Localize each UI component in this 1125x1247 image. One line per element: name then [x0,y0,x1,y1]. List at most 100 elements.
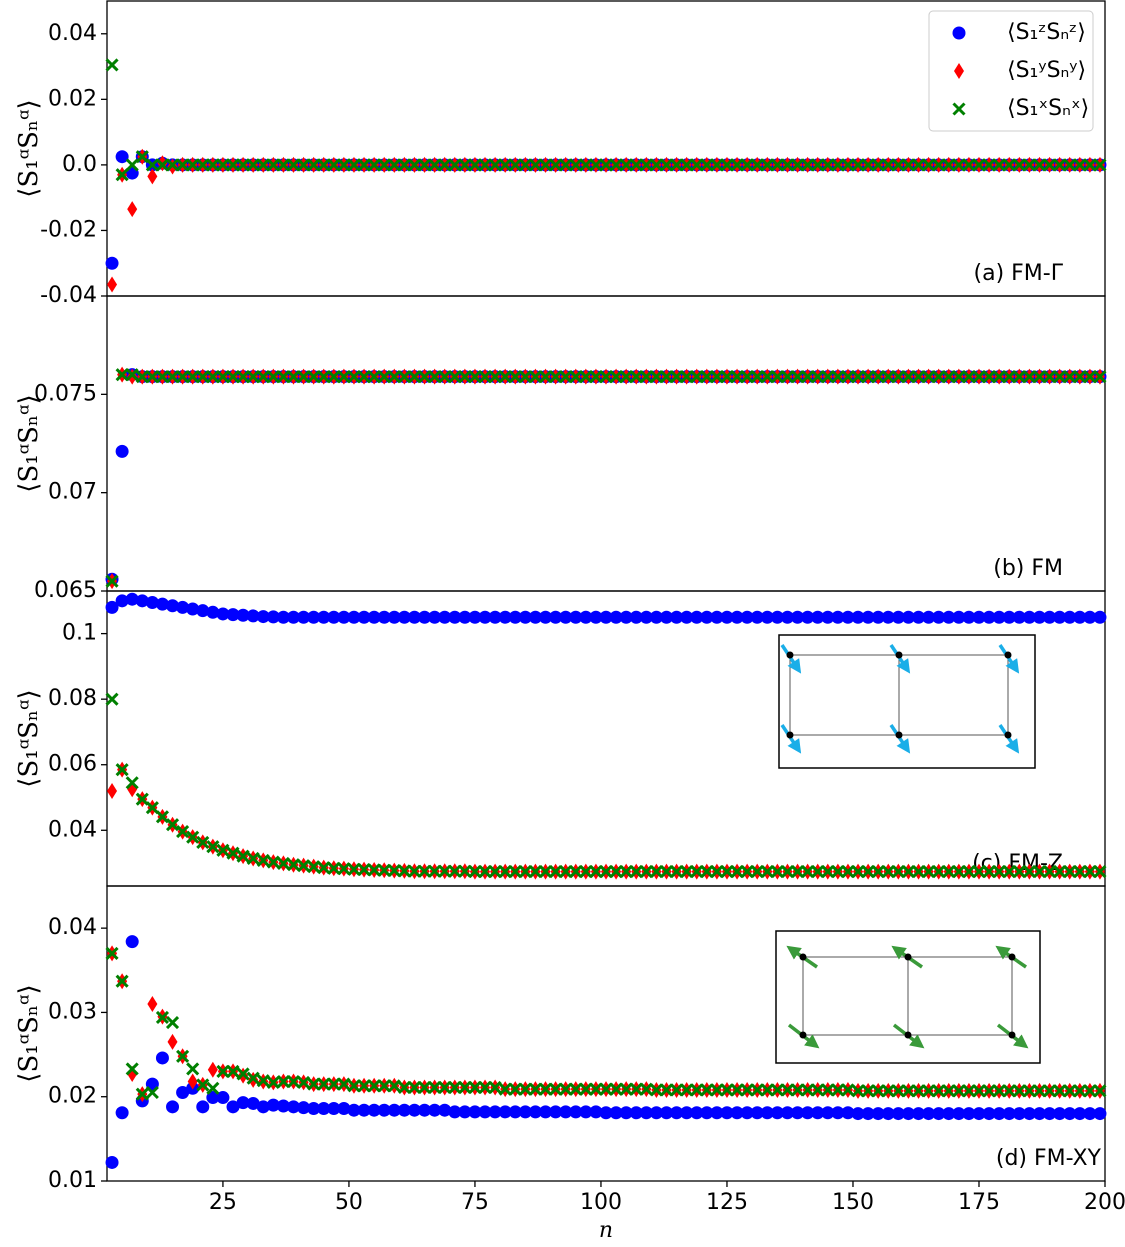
data-point [276,856,290,870]
data-point [690,1083,704,1097]
data-point [811,1106,825,1120]
y-tick-label: 0.08 [48,686,97,711]
plot-frame [106,885,1106,1182]
data-point [1083,610,1097,624]
x-tick-label: 50 [335,1190,363,1215]
data-point [428,864,442,878]
x-tick-label: 25 [209,1190,237,1215]
data-point [538,865,553,879]
data-point [659,610,673,624]
data-point [246,1096,260,1110]
data-point [377,1103,391,1117]
data-point [367,370,381,384]
data-point [165,370,180,384]
data-point [216,370,230,384]
data-point [670,865,684,879]
data-point [952,1107,966,1121]
data-point [831,1083,845,1097]
data-point [861,1084,875,1098]
data-point [811,158,825,172]
data-point [186,602,200,616]
data-point [518,865,532,879]
y-tick-label: 0.04 [48,915,97,940]
data-point [609,1082,623,1096]
data-point [367,1079,381,1093]
data-point [418,610,432,624]
data-point [992,1084,1006,1098]
data-point [387,864,401,878]
data-point [246,851,260,866]
data-point [891,610,905,624]
data-point [377,863,391,877]
data-point [549,370,563,384]
data-point [559,1082,573,1096]
data-point [619,865,633,879]
data-point [619,158,633,172]
data-point [992,1107,1006,1121]
data-point [246,1071,260,1085]
data-point [216,1064,230,1078]
data-point [357,370,371,384]
data-point [105,600,119,614]
data-point [397,1080,411,1095]
data-point [730,1083,744,1097]
data-point [831,158,845,172]
data-point [417,864,432,878]
data-point [659,1083,674,1097]
y-tick-label: 0.04 [48,21,97,46]
data-point [740,158,754,172]
data-point [821,610,835,624]
data-point [629,158,643,172]
data-point [147,168,158,185]
data-point [841,1106,855,1120]
data-point [488,370,502,384]
data-point [1012,370,1026,384]
data-point [559,158,573,172]
data-point [982,610,996,624]
data-point [589,1082,603,1096]
data-point [428,158,442,172]
data-point [256,370,270,384]
data-point [498,158,512,172]
data-point [407,1103,421,1117]
data-point [155,158,170,172]
data-point [579,865,593,879]
data-point [780,1083,795,1097]
data-point [770,865,784,879]
data-point [952,865,966,879]
data-point [619,370,633,384]
data-point [105,692,119,706]
data-point [145,1085,159,1100]
data-point [105,946,119,960]
data-point [196,158,210,172]
data-point [609,610,623,624]
data-point [1012,865,1026,879]
data-point [821,1083,835,1097]
data-point [871,865,885,879]
data-point [1073,610,1087,624]
data-point [407,158,422,172]
data-point [1063,610,1077,624]
data-point [438,1103,452,1117]
data-point [821,370,835,384]
data-point [972,1107,986,1121]
data-point [700,610,714,624]
data-point [1002,370,1016,384]
data-point [932,158,946,172]
data-point [155,370,170,384]
data-point [347,610,361,624]
data-point [115,1106,129,1120]
data-point [488,865,502,879]
data-point [347,158,361,172]
data-point [922,1107,936,1121]
legend-marker [952,26,966,40]
data-point [1093,1107,1107,1121]
data-point [337,610,351,624]
data-point [690,865,704,879]
data-point [307,1102,321,1116]
data-point [207,1061,218,1078]
data-point [488,1105,502,1119]
data-point [176,1049,190,1063]
data-point [962,1107,976,1121]
data-point [206,1081,220,1095]
